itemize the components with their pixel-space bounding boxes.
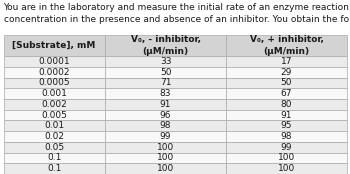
Text: 0.0002: 0.0002 [38, 68, 70, 77]
Text: You are in the laboratory and measure the initial rate of an enzyme reaction as : You are in the laboratory and measure th… [4, 3, 350, 24]
Bar [226, 131, 346, 142]
Text: 100: 100 [278, 153, 295, 163]
Bar [4, 67, 105, 78]
Text: 0.02: 0.02 [44, 132, 64, 141]
Text: 96: 96 [160, 111, 171, 120]
Text: 0.0001: 0.0001 [38, 57, 70, 66]
Bar [105, 110, 226, 120]
Bar [4, 131, 105, 142]
Text: 0.1: 0.1 [47, 153, 61, 163]
Bar [105, 142, 226, 153]
Bar [226, 56, 346, 67]
Bar [105, 99, 226, 110]
Bar [226, 153, 346, 163]
Text: 98: 98 [281, 132, 292, 141]
Bar [105, 88, 226, 99]
Bar [4, 153, 105, 163]
Bar [105, 56, 226, 67]
Bar [4, 88, 105, 99]
Bar [4, 142, 105, 153]
Bar [4, 120, 105, 131]
Text: 100: 100 [278, 164, 295, 173]
Text: 50: 50 [160, 68, 171, 77]
Text: 17: 17 [281, 57, 292, 66]
Text: 100: 100 [157, 143, 174, 152]
Bar [4, 78, 105, 88]
Text: 95: 95 [281, 121, 292, 130]
Text: 0.001: 0.001 [41, 89, 67, 98]
Text: 50: 50 [281, 78, 292, 88]
Bar [105, 120, 226, 131]
Text: 91: 91 [160, 100, 171, 109]
Text: V₀, + inhibitor,
(μM/min): V₀, + inhibitor, (μM/min) [250, 35, 323, 56]
Bar [105, 35, 226, 56]
Text: 33: 33 [160, 57, 171, 66]
Bar [226, 67, 346, 78]
Text: 99: 99 [160, 132, 171, 141]
Bar [4, 110, 105, 120]
Bar [105, 153, 226, 163]
Bar [4, 163, 105, 174]
Text: 100: 100 [157, 153, 174, 163]
Bar [226, 110, 346, 120]
Text: 67: 67 [281, 89, 292, 98]
Text: V₀, - inhibitor,
(μM/min): V₀, - inhibitor, (μM/min) [131, 35, 201, 56]
Bar [226, 142, 346, 153]
Text: 100: 100 [157, 164, 174, 173]
Text: 80: 80 [281, 100, 292, 109]
Bar [4, 56, 105, 67]
Text: 0.1: 0.1 [47, 164, 61, 173]
Bar [105, 163, 226, 174]
Text: 99: 99 [281, 143, 292, 152]
Bar [226, 163, 346, 174]
Bar [105, 131, 226, 142]
Text: 0.005: 0.005 [41, 111, 67, 120]
Bar [105, 67, 226, 78]
Bar [4, 35, 105, 56]
Text: 71: 71 [160, 78, 171, 88]
Text: 0.05: 0.05 [44, 143, 64, 152]
Bar [226, 88, 346, 99]
Bar [226, 78, 346, 88]
Text: 98: 98 [160, 121, 171, 130]
Bar [4, 99, 105, 110]
Text: [Substrate], mM: [Substrate], mM [12, 41, 96, 50]
Text: 0.002: 0.002 [41, 100, 67, 109]
Text: 29: 29 [281, 68, 292, 77]
Bar [226, 120, 346, 131]
Bar [226, 35, 346, 56]
Text: 83: 83 [160, 89, 171, 98]
Text: 91: 91 [281, 111, 292, 120]
Text: 0.0005: 0.0005 [38, 78, 70, 88]
Text: 0.01: 0.01 [44, 121, 64, 130]
Bar [226, 99, 346, 110]
Bar [105, 78, 226, 88]
